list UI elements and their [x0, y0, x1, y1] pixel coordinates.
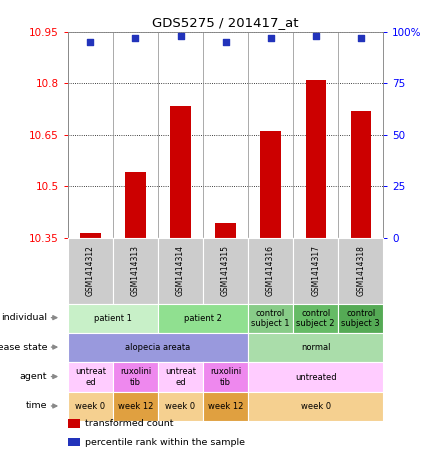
- Text: normal: normal: [301, 343, 330, 352]
- Text: GSM1414317: GSM1414317: [311, 245, 320, 296]
- Text: percentile rank within the sample: percentile rank within the sample: [85, 438, 245, 447]
- Point: [267, 34, 274, 42]
- Point: [132, 34, 139, 42]
- Bar: [68, 419, 80, 428]
- Text: week 12: week 12: [208, 402, 243, 411]
- Text: control
subject 2: control subject 2: [297, 308, 335, 328]
- Text: GSM1414312: GSM1414312: [86, 245, 95, 296]
- Text: time: time: [26, 401, 47, 410]
- Point: [357, 34, 364, 42]
- Text: individual: individual: [1, 313, 47, 322]
- Text: ruxolini
tib: ruxolini tib: [210, 367, 241, 387]
- Bar: [170, 106, 191, 238]
- Text: agent: agent: [20, 372, 47, 381]
- Text: week 12: week 12: [118, 402, 153, 411]
- Text: untreated: untreated: [295, 373, 336, 381]
- Point: [87, 39, 94, 46]
- Point: [312, 32, 319, 39]
- Text: ruxolini
tib: ruxolini tib: [120, 367, 151, 387]
- Bar: [350, 111, 371, 238]
- Text: patient 2: patient 2: [184, 314, 222, 323]
- Text: control
subject 1: control subject 1: [251, 308, 290, 328]
- Text: untreat
ed: untreat ed: [165, 367, 196, 387]
- Point: [177, 32, 184, 39]
- Bar: [125, 172, 145, 238]
- Bar: [68, 438, 80, 446]
- Text: untreat
ed: untreat ed: [75, 367, 106, 387]
- Text: week 0: week 0: [166, 402, 196, 411]
- Text: patient 1: patient 1: [94, 314, 132, 323]
- Text: control
subject 3: control subject 3: [341, 308, 380, 328]
- Text: GSM1414313: GSM1414313: [131, 245, 140, 296]
- Bar: [261, 131, 281, 238]
- Text: alopecia areata: alopecia areata: [125, 343, 191, 352]
- Text: GSM1414314: GSM1414314: [176, 245, 185, 296]
- Text: GSM1414318: GSM1414318: [356, 245, 365, 296]
- Point: [222, 39, 229, 46]
- Text: transformed count: transformed count: [85, 419, 174, 428]
- Text: week 0: week 0: [300, 402, 331, 411]
- Bar: [80, 233, 101, 238]
- Bar: [215, 223, 236, 238]
- Text: GSM1414315: GSM1414315: [221, 245, 230, 296]
- Text: GSM1414316: GSM1414316: [266, 245, 275, 296]
- Text: week 0: week 0: [75, 402, 106, 411]
- Title: GDS5275 / 201417_at: GDS5275 / 201417_at: [152, 16, 299, 29]
- Bar: [306, 80, 326, 238]
- Text: disease state: disease state: [0, 342, 47, 352]
